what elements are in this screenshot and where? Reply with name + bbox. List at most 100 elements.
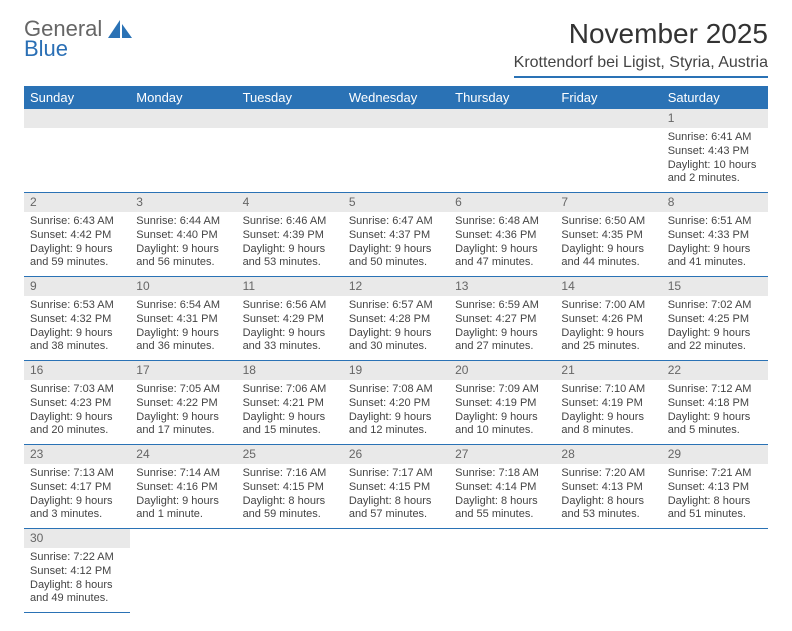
day-number: 25 (237, 445, 343, 465)
day-details (343, 548, 449, 613)
day-details: Sunrise: 7:02 AMSunset: 4:25 PMDaylight:… (662, 296, 768, 361)
day-number (24, 109, 130, 128)
sunrise-text: Sunrise: 6:44 AM (136, 215, 230, 229)
day-number: 22 (662, 361, 768, 381)
sunrise-text: Sunrise: 6:57 AM (349, 299, 443, 313)
sunset-text: Sunset: 4:35 PM (561, 229, 655, 243)
day-details: Sunrise: 6:44 AMSunset: 4:40 PMDaylight:… (130, 212, 236, 277)
sunrise-text: Sunrise: 7:22 AM (30, 551, 124, 565)
day-number: 12 (343, 277, 449, 297)
weekday-header-cell: Thursday (449, 86, 555, 109)
daylight-text: and 36 minutes. (136, 340, 230, 354)
daylight-text: and 38 minutes. (30, 340, 124, 354)
sunset-text: Sunset: 4:36 PM (455, 229, 549, 243)
daylight-text: and 53 minutes. (561, 508, 655, 522)
month-title: November 2025 (514, 18, 768, 50)
daylight-text: Daylight: 8 hours (561, 495, 655, 509)
sunset-text: Sunset: 4:23 PM (30, 397, 124, 411)
weekday-header-cell: Tuesday (237, 86, 343, 109)
sunrise-text: Sunrise: 6:59 AM (455, 299, 549, 313)
header: General Blue November 2025 Krottendorf b… (24, 18, 768, 78)
day-details: Sunrise: 7:16 AMSunset: 4:15 PMDaylight:… (237, 464, 343, 529)
daylight-text: and 12 minutes. (349, 424, 443, 438)
day-number: 14 (555, 277, 661, 297)
day-details (555, 128, 661, 193)
day-number: 24 (130, 445, 236, 465)
detail-row: Sunrise: 6:53 AMSunset: 4:32 PMDaylight:… (24, 296, 768, 361)
calendar-table: SundayMondayTuesdayWednesdayThursdayFrid… (24, 86, 768, 613)
sunset-text: Sunset: 4:42 PM (30, 229, 124, 243)
sunrise-text: Sunrise: 6:51 AM (668, 215, 762, 229)
sunrise-text: Sunrise: 6:46 AM (243, 215, 337, 229)
day-number (237, 529, 343, 549)
daylight-text: Daylight: 9 hours (136, 243, 230, 257)
day-number (449, 109, 555, 128)
daylight-text: Daylight: 9 hours (136, 327, 230, 341)
daylight-text: and 20 minutes. (30, 424, 124, 438)
weekday-header-cell: Saturday (662, 86, 768, 109)
day-number (662, 529, 768, 549)
sunrise-text: Sunrise: 7:09 AM (455, 383, 549, 397)
sunrise-text: Sunrise: 7:14 AM (136, 467, 230, 481)
daylight-text: and 33 minutes. (243, 340, 337, 354)
day-details: Sunrise: 7:03 AMSunset: 4:23 PMDaylight:… (24, 380, 130, 445)
detail-row: Sunrise: 7:22 AMSunset: 4:12 PMDaylight:… (24, 548, 768, 613)
day-number: 1 (662, 109, 768, 128)
daylight-text: Daylight: 9 hours (30, 495, 124, 509)
daynum-row: 2345678 (24, 193, 768, 213)
daylight-text: Daylight: 9 hours (455, 327, 549, 341)
sunset-text: Sunset: 4:26 PM (561, 313, 655, 327)
day-number: 5 (343, 193, 449, 213)
day-details: Sunrise: 6:59 AMSunset: 4:27 PMDaylight:… (449, 296, 555, 361)
daylight-text: and 56 minutes. (136, 256, 230, 270)
sail-icon (106, 18, 136, 42)
sunrise-text: Sunrise: 7:17 AM (349, 467, 443, 481)
day-details (555, 548, 661, 613)
daylight-text: and 47 minutes. (455, 256, 549, 270)
day-details: Sunrise: 6:46 AMSunset: 4:39 PMDaylight:… (237, 212, 343, 277)
day-number: 7 (555, 193, 661, 213)
daylight-text: Daylight: 10 hours (668, 159, 762, 173)
daylight-text: Daylight: 8 hours (455, 495, 549, 509)
day-number: 17 (130, 361, 236, 381)
sunrise-text: Sunrise: 6:47 AM (349, 215, 443, 229)
sunset-text: Sunset: 4:15 PM (349, 481, 443, 495)
daylight-text: and 22 minutes. (668, 340, 762, 354)
day-details: Sunrise: 7:20 AMSunset: 4:13 PMDaylight:… (555, 464, 661, 529)
day-details (662, 548, 768, 613)
day-number: 20 (449, 361, 555, 381)
daynum-row: 30 (24, 529, 768, 549)
sunset-text: Sunset: 4:19 PM (561, 397, 655, 411)
daylight-text: Daylight: 8 hours (243, 495, 337, 509)
day-number: 8 (662, 193, 768, 213)
day-details: Sunrise: 7:10 AMSunset: 4:19 PMDaylight:… (555, 380, 661, 445)
day-number: 2 (24, 193, 130, 213)
daylight-text: Daylight: 9 hours (349, 243, 443, 257)
sunrise-text: Sunrise: 7:21 AM (668, 467, 762, 481)
day-details: Sunrise: 7:17 AMSunset: 4:15 PMDaylight:… (343, 464, 449, 529)
weekday-header-cell: Friday (555, 86, 661, 109)
daylight-text: and 51 minutes. (668, 508, 762, 522)
logo-line2: Blue (24, 38, 102, 60)
calendar-page: General Blue November 2025 Krottendorf b… (0, 0, 792, 631)
sunrise-text: Sunrise: 7:05 AM (136, 383, 230, 397)
sunset-text: Sunset: 4:21 PM (243, 397, 337, 411)
daylight-text: and 57 minutes. (349, 508, 443, 522)
sunrise-text: Sunrise: 6:56 AM (243, 299, 337, 313)
day-number: 19 (343, 361, 449, 381)
day-details: Sunrise: 6:41 AMSunset: 4:43 PMDaylight:… (662, 128, 768, 193)
sunrise-text: Sunrise: 6:54 AM (136, 299, 230, 313)
sunset-text: Sunset: 4:33 PM (668, 229, 762, 243)
day-number: 15 (662, 277, 768, 297)
daylight-text: and 55 minutes. (455, 508, 549, 522)
daylight-text: and 59 minutes. (243, 508, 337, 522)
sunset-text: Sunset: 4:32 PM (30, 313, 124, 327)
sunrise-text: Sunrise: 7:20 AM (561, 467, 655, 481)
sunset-text: Sunset: 4:29 PM (243, 313, 337, 327)
day-details: Sunrise: 6:57 AMSunset: 4:28 PMDaylight:… (343, 296, 449, 361)
daylight-text: and 2 minutes. (668, 172, 762, 186)
sunset-text: Sunset: 4:20 PM (349, 397, 443, 411)
daylight-text: and 5 minutes. (668, 424, 762, 438)
daylight-text: Daylight: 9 hours (349, 411, 443, 425)
day-details: Sunrise: 7:12 AMSunset: 4:18 PMDaylight:… (662, 380, 768, 445)
